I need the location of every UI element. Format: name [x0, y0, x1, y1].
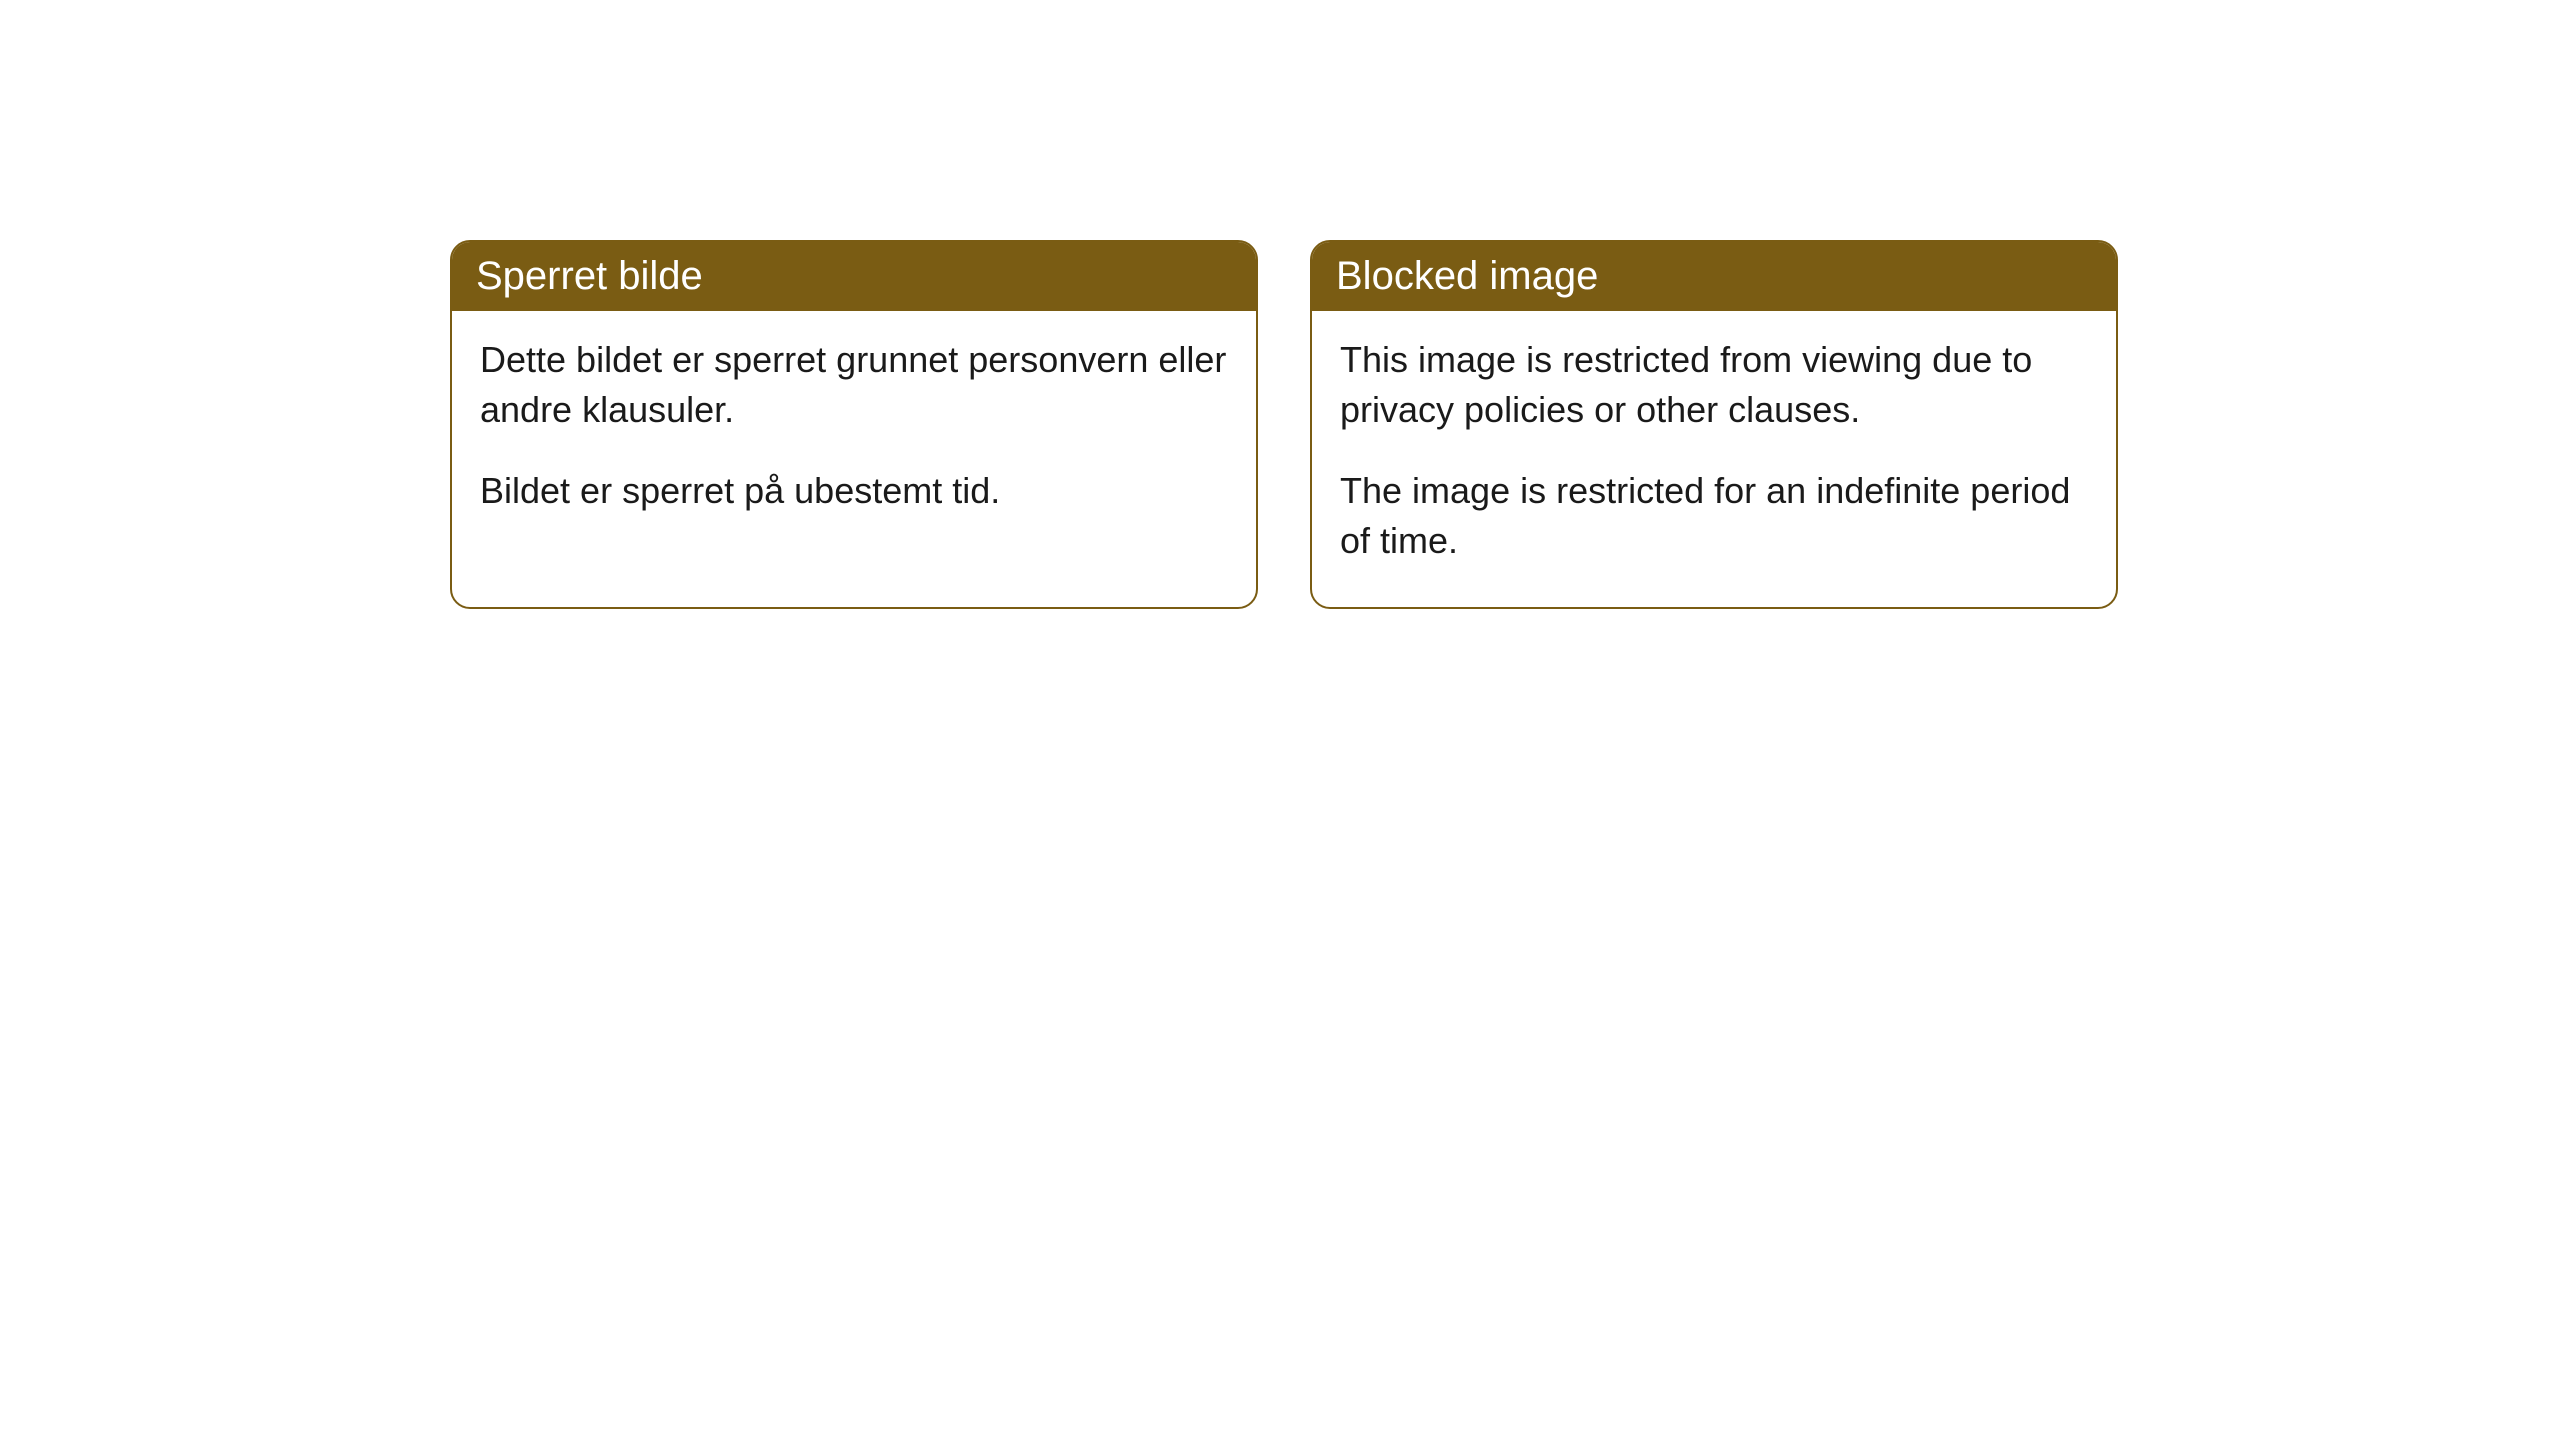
notice-title-english: Blocked image: [1312, 242, 2116, 311]
notice-title-norwegian: Sperret bilde: [452, 242, 1256, 311]
notice-paragraph: Bildet er sperret på ubestemt tid.: [480, 466, 1228, 516]
notice-card-norwegian: Sperret bilde Dette bildet er sperret gr…: [450, 240, 1258, 609]
notice-body-norwegian: Dette bildet er sperret grunnet personve…: [452, 311, 1256, 556]
notice-paragraph: The image is restricted for an indefinit…: [1340, 466, 2088, 567]
notice-paragraph: This image is restricted from viewing du…: [1340, 335, 2088, 436]
notice-container: Sperret bilde Dette bildet er sperret gr…: [0, 0, 2560, 609]
notice-paragraph: Dette bildet er sperret grunnet personve…: [480, 335, 1228, 436]
notice-body-english: This image is restricted from viewing du…: [1312, 311, 2116, 607]
notice-card-english: Blocked image This image is restricted f…: [1310, 240, 2118, 609]
